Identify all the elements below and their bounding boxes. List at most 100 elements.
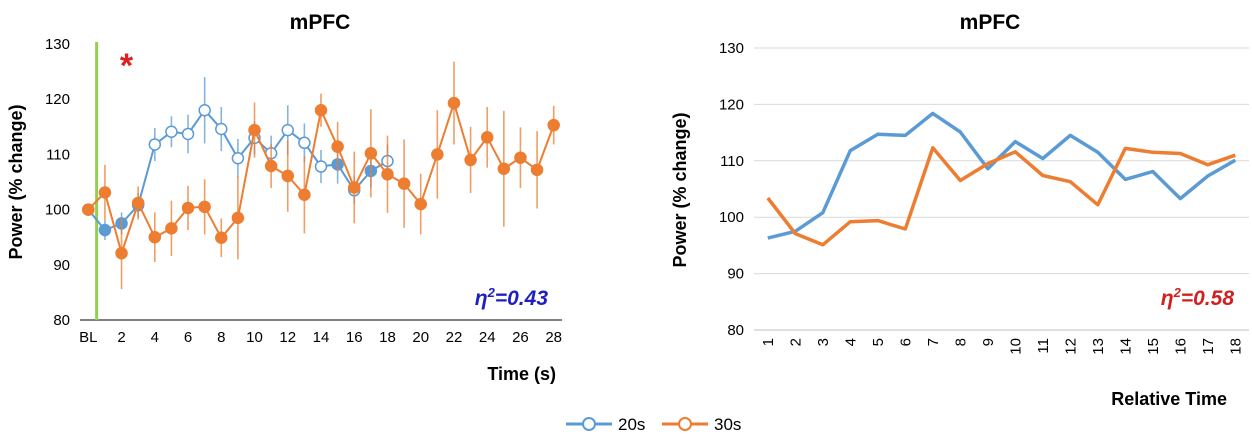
- left-chart-title: mPFC: [290, 11, 351, 34]
- chart-right: mPFC Power (% change) Relative Time 80 90…: [670, 11, 1249, 409]
- left-data-point: [547, 118, 560, 132]
- right-x-tick-label: 4: [842, 338, 859, 346]
- right-y-tick-label: 110: [720, 153, 744, 170]
- left-x-tick-label: 14: [313, 329, 330, 346]
- legend: 20s 30s: [566, 415, 741, 434]
- left-x-tick-label: 24: [479, 329, 496, 346]
- right-x-tick-label: 14: [1117, 338, 1134, 355]
- right-x-tick-label: 2: [787, 338, 804, 346]
- left-x-tick-label: 6: [184, 329, 192, 346]
- left-x-tick-label: 16: [346, 329, 363, 346]
- right-series-s20: [767, 111, 1237, 240]
- left-x-tick-label: 28: [545, 329, 562, 346]
- right-x-tick-label: 13: [1090, 338, 1107, 355]
- left-y-axis-label: Power (% change): [6, 104, 26, 259]
- right-effect-size-value: =0.58: [1181, 287, 1234, 310]
- left-data-point: [165, 125, 178, 139]
- legend-swatch-marker: [678, 417, 692, 431]
- left-data-point: [198, 103, 211, 117]
- right-x-tick-label: 3: [815, 338, 832, 346]
- right-x-tick-label: 18: [1227, 338, 1244, 355]
- left-data-point: [480, 131, 494, 144]
- left-data-point: [314, 103, 328, 117]
- right-x-tick-label: 15: [1145, 338, 1162, 355]
- left-data-point: [215, 231, 228, 245]
- right-x-tick-label: 6: [897, 338, 914, 346]
- left-data-point: [447, 96, 461, 110]
- left-effect-size: η2=0.43: [475, 285, 549, 310]
- left-data-point: [198, 200, 211, 214]
- left-data-point: [148, 138, 162, 151]
- left-data-point: [231, 152, 245, 165]
- right-series-s30: [766, 146, 1236, 247]
- left-data-point: [314, 160, 328, 173]
- left-data-point: [82, 203, 95, 216]
- right-x-axis-label: Relative Time: [1111, 389, 1227, 409]
- left-data-point: [414, 197, 427, 211]
- right-y-tick-label: 120: [719, 96, 744, 113]
- left-y-tick-label: 80: [53, 312, 70, 329]
- right-effect-size-symbol: η: [1161, 287, 1174, 310]
- significance-asterisk: *: [120, 47, 134, 85]
- left-x-tick-label: BL: [79, 329, 97, 346]
- left-data-point: [298, 188, 311, 201]
- left-data-point: [514, 151, 527, 164]
- right-y-tick-label: 80: [727, 322, 744, 339]
- right-x-tick-label: 16: [1172, 338, 1189, 355]
- right-y-axis-label: Power (% change): [670, 112, 690, 267]
- left-x-tick-label: 18: [379, 329, 396, 346]
- right-x-tick-label: 5: [870, 338, 887, 346]
- left-x-tick-label: 10: [246, 329, 263, 346]
- left-data-point: [497, 162, 511, 176]
- left-x-tick-label: 8: [217, 329, 225, 346]
- left-effect-size-value: =0.43: [495, 287, 548, 310]
- left-data-point: [98, 223, 112, 237]
- right-x-tick-label: 11: [1035, 338, 1052, 354]
- left-y-tick-label: 130: [45, 36, 70, 53]
- legend-swatch-marker: [582, 417, 596, 431]
- left-effect-size-sup: 2: [487, 285, 496, 300]
- chart-left: mPFC Power (% change) Time (s) 80 90 100 11…: [6, 11, 562, 384]
- left-data-point: [364, 147, 378, 160]
- left-data-point: [281, 123, 295, 137]
- legend-label: 20s: [618, 415, 645, 434]
- left-data-point: [115, 246, 128, 260]
- right-series-line-s20: [767, 111, 1237, 240]
- left-data-point: [181, 201, 195, 215]
- left-data-point: [231, 211, 245, 225]
- right-effect-size: η2=0.58: [1161, 285, 1235, 310]
- left-x-tick-label: 26: [512, 329, 529, 346]
- left-series-s30: [82, 61, 560, 290]
- left-x-axis-label: Time (s): [487, 364, 556, 384]
- right-x-tick-label: 17: [1200, 338, 1217, 355]
- right-series-line-s30: [766, 146, 1236, 247]
- right-y-tick-label: 90: [727, 266, 744, 283]
- left-data-point: [331, 140, 344, 153]
- right-effect-size-sup: 2: [1173, 285, 1182, 300]
- left-data-point: [381, 168, 394, 181]
- right-x-tick-label: 9: [980, 338, 997, 346]
- left-x-tick-label: 12: [279, 329, 296, 346]
- left-x-tick-label: 4: [151, 329, 159, 346]
- right-chart-title: mPFC: [960, 11, 1021, 34]
- left-data-point: [215, 122, 228, 136]
- left-data-point: [298, 136, 311, 150]
- left-y-tick-label: 100: [45, 202, 70, 219]
- left-data-point: [464, 153, 477, 167]
- left-y-tick-label: 90: [53, 257, 70, 274]
- left-effect-size-symbol: η: [475, 287, 488, 310]
- left-data-point: [530, 163, 544, 177]
- right-x-tick-label: 10: [1007, 338, 1024, 355]
- left-data-point: [98, 186, 112, 199]
- left-data-point: [248, 123, 261, 137]
- right-x-tick-label: 12: [1062, 338, 1079, 355]
- left-data-point: [431, 148, 444, 161]
- left-data-point: [264, 159, 278, 173]
- left-data-point: [148, 230, 162, 244]
- left-y-tick-label: 110: [46, 146, 70, 163]
- right-y-tick-label: 130: [719, 40, 744, 57]
- right-x-tick-label: 7: [925, 338, 942, 346]
